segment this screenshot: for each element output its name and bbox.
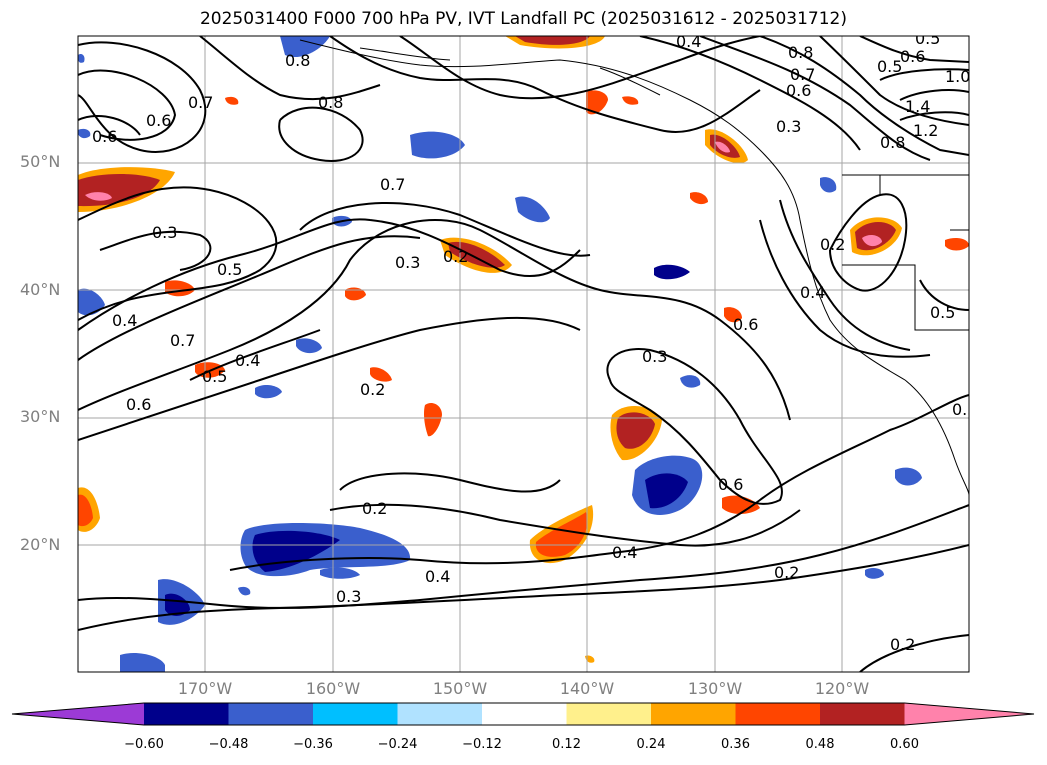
contour-label: 0.5: [915, 29, 940, 48]
colorbar-bin: [482, 703, 567, 725]
pv-contours: [78, 36, 969, 672]
contour-label: 0.7: [188, 93, 213, 112]
lon-label: 170°W: [177, 679, 233, 698]
contour-label: 0.2: [890, 635, 915, 654]
colorbar-tick-label: 0.24: [636, 737, 666, 752]
contour-label: 0.5: [930, 303, 955, 322]
contour-label: 0.5: [877, 57, 902, 76]
contour-label: 0.4: [425, 567, 450, 586]
colorbar: [11, 702, 1035, 726]
map-frame: [77, 35, 970, 673]
lon-label: 120°W: [814, 679, 870, 698]
contour-label: 0.7: [790, 65, 815, 84]
colorbar-bin: [313, 703, 398, 725]
contour-label: 0.4: [612, 543, 637, 562]
map-title: 2025031400 F000 700 hPa PV, IVT Landfall…: [199, 9, 847, 29]
colorbar-tick-label: −0.36: [293, 737, 333, 752]
colorbar-tick-label: −0.12: [462, 737, 502, 752]
colorbar-bin: [228, 703, 313, 725]
colorbar-bin: [651, 703, 736, 725]
contour-label: 0.3: [395, 253, 420, 272]
contour-label: 0.6: [126, 395, 151, 414]
lat-label: 40°N: [20, 280, 61, 299]
contour-label: 0.3: [952, 400, 977, 419]
contour-labels: 0.8 0.8 0.7 0.6 0.6 0.4 0.8 0.7 0.6 0.5 …: [92, 29, 977, 654]
colorbar-bin: [397, 703, 482, 725]
positive-anomaly-patches: [78, 36, 969, 663]
lon-label: 160°W: [305, 679, 361, 698]
lat-label: 20°N: [20, 535, 61, 554]
contour-label: 0.5: [202, 367, 227, 386]
contour-label: 0.7: [380, 175, 405, 194]
contour-label: 0.7: [170, 331, 195, 350]
contour-label: 0.2: [774, 563, 799, 582]
contour-label: 0.3: [642, 347, 667, 366]
lat-label: 30°N: [20, 407, 61, 426]
colorbar-tick-label: 0.36: [721, 737, 750, 752]
colorbar-tick-label: 0.48: [805, 737, 835, 752]
coastline: [299, 39, 969, 496]
contour-label: 0.8: [880, 133, 905, 152]
contour-label: 1.2: [913, 121, 938, 140]
colorbar-extend-high: [904, 703, 1034, 725]
contour-label: 0.3: [152, 223, 177, 242]
colorbar-tick-label: −0.60: [124, 737, 164, 752]
contour-label: 0.6: [92, 127, 117, 146]
contour-label: 0.2: [360, 380, 385, 399]
contour-label: 0.6: [786, 81, 811, 100]
contour-label: 0.2: [820, 235, 845, 254]
contour-label: 0.4: [676, 32, 701, 51]
contour-label: 0.6: [900, 47, 925, 66]
lon-label: 140°W: [559, 679, 615, 698]
negative-anomaly-patches: [78, 36, 922, 672]
contour-label: 0.4: [112, 311, 137, 330]
contour-label: 0.2: [443, 247, 468, 266]
colorbar-bin: [144, 703, 229, 725]
colorbar-bin: [820, 703, 905, 725]
contour-label: 0.8: [285, 51, 310, 70]
colorbar-tick-label: 0.60: [890, 737, 919, 752]
graticule: [78, 36, 969, 672]
colorbar-tick-label: −0.24: [377, 737, 418, 752]
contour-label: 0.8: [788, 43, 813, 62]
contour-label: 0.3: [776, 117, 801, 136]
colorbar-bin: [735, 703, 820, 725]
contour-label: 0.5: [217, 260, 242, 279]
contour-label: 1.4: [905, 97, 930, 116]
lon-label: 130°W: [687, 679, 743, 698]
lat-label: 50°N: [20, 152, 61, 171]
colorbar-bin: [566, 703, 651, 725]
colorbar-extend-low: [12, 703, 144, 725]
contour-label: 0.8: [318, 93, 343, 112]
contour-label: 0.2: [362, 499, 387, 518]
colorbar-tick-label: 0.12: [552, 737, 581, 752]
contour-label: 0.4: [800, 283, 825, 302]
contour-label: 0.6: [718, 475, 743, 494]
contour-label: 0.6: [146, 111, 171, 130]
contour-label: 0.4: [235, 351, 260, 370]
colorbar-tick-label: −0.48: [208, 737, 249, 752]
lon-label: 150°W: [432, 679, 488, 698]
contour-label: 0.3: [336, 587, 361, 606]
contour-label: 0.6: [733, 315, 758, 334]
contour-label: 1.0: [945, 67, 970, 86]
